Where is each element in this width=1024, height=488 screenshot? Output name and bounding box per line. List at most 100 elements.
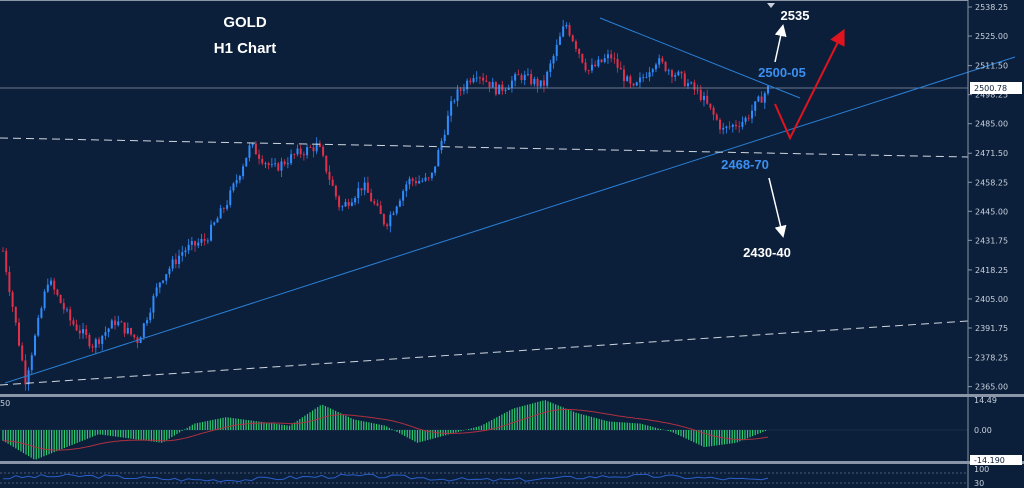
candle-body	[66, 309, 69, 311]
osc-value-tag	[970, 455, 1022, 465]
candle-body	[219, 208, 222, 219]
candle-body	[459, 89, 462, 91]
candle-body	[619, 67, 622, 70]
panel-separator[interactable]	[0, 461, 1024, 464]
rsi-tick: 30	[974, 479, 984, 488]
candle-body	[718, 119, 721, 130]
candle-body	[34, 335, 37, 356]
candle-body	[450, 101, 453, 116]
shift-marker-icon[interactable]	[767, 3, 775, 8]
candle-body	[194, 241, 197, 246]
candle-body	[514, 74, 517, 81]
candle-body	[322, 146, 325, 156]
candle-body	[613, 58, 616, 60]
candle-body	[667, 70, 670, 72]
candle-body	[312, 147, 315, 152]
candle-body	[606, 54, 609, 59]
candle-body	[232, 183, 235, 191]
candle-body	[82, 329, 85, 334]
candle-body	[485, 80, 488, 82]
candle-body	[661, 58, 664, 62]
candle-body	[555, 44, 558, 56]
candle-body	[325, 155, 328, 172]
candle-body	[197, 242, 200, 246]
candle-body	[642, 77, 645, 79]
candle-body	[754, 101, 757, 111]
price-axis[interactable]: 2538.25 2525.00 2511.50 2498.25 2485.00 2471.…	[968, 3, 1008, 392]
candle-body	[341, 206, 344, 208]
candle-body	[507, 87, 510, 90]
candle-body	[254, 143, 257, 155]
candle-body	[626, 76, 629, 82]
candle-body	[677, 71, 680, 76]
candle-body	[446, 115, 449, 135]
candle-body	[638, 77, 641, 83]
candle-body	[517, 74, 520, 76]
candle-body	[258, 154, 261, 159]
dashed-support-line[interactable]	[0, 137, 969, 158]
descending-trendline[interactable]	[599, 17, 801, 99]
candle-body	[590, 64, 593, 71]
candle-body	[690, 82, 693, 84]
candle-body	[395, 206, 398, 214]
candle-body	[283, 161, 286, 165]
candle-body	[14, 306, 17, 323]
candle-body	[229, 190, 232, 205]
candle-body	[389, 214, 392, 227]
candle-body	[424, 177, 427, 181]
candle-body	[453, 100, 456, 102]
panel-separator[interactable]	[0, 394, 1024, 397]
candle-body	[360, 188, 363, 191]
candle-body	[149, 312, 152, 321]
candle-body	[53, 280, 56, 290]
candle-body	[382, 214, 385, 225]
candle-body	[280, 161, 283, 171]
dashed-channel-line[interactable]	[0, 320, 969, 386]
candle-body	[59, 294, 62, 304]
candle-body	[302, 154, 305, 156]
candle-body	[203, 239, 206, 241]
ascending-trendline[interactable]	[4, 56, 1016, 384]
candle-body	[379, 205, 382, 215]
axis-tick-label: 2458.25	[975, 178, 1008, 187]
candle-body	[574, 41, 577, 49]
white-up-arrow	[774, 24, 787, 63]
candle-body	[686, 83, 689, 87]
candle-body	[715, 114, 718, 120]
candle-body	[658, 58, 661, 65]
candle-body	[91, 346, 94, 348]
candle-body	[274, 163, 277, 165]
candle-body	[520, 75, 523, 81]
candle-body	[571, 35, 574, 42]
support-label: 2468-70	[721, 157, 769, 172]
candle-body	[645, 77, 648, 78]
candle-body	[72, 320, 75, 325]
candle-body	[261, 158, 264, 164]
candle-body	[178, 255, 181, 264]
candle-body	[699, 89, 702, 101]
candle-body	[338, 196, 341, 208]
candle-body	[120, 321, 123, 323]
candle-body	[683, 73, 686, 87]
candle-body	[56, 289, 59, 295]
candle-body	[78, 330, 81, 334]
candle-body	[251, 143, 254, 146]
candle-body	[418, 181, 421, 184]
white-down-arrow	[768, 177, 787, 238]
candle-body	[226, 204, 229, 209]
candle-body	[190, 241, 193, 245]
candle-body	[610, 54, 613, 59]
candle-body	[350, 202, 353, 206]
candle-body	[200, 239, 203, 243]
candle-body	[139, 337, 142, 344]
candle-body	[405, 184, 408, 192]
candle-body	[584, 62, 587, 71]
candle-body	[546, 71, 549, 86]
candle-body	[21, 345, 24, 361]
candle-body	[30, 355, 33, 371]
candle-body	[299, 148, 302, 155]
candle-body	[267, 163, 270, 166]
axis-tick-label: 2525.00	[975, 32, 1008, 41]
